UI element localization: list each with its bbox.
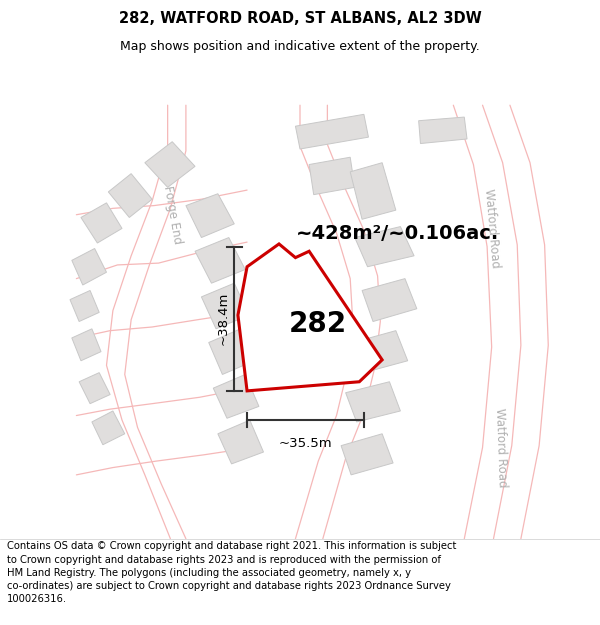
Polygon shape <box>72 329 101 361</box>
Text: ~35.5m: ~35.5m <box>278 436 332 449</box>
Text: ~428m²/~0.106ac.: ~428m²/~0.106ac. <box>295 224 499 243</box>
Polygon shape <box>238 244 382 391</box>
Polygon shape <box>341 434 393 475</box>
Polygon shape <box>202 283 249 329</box>
Polygon shape <box>81 203 122 243</box>
Polygon shape <box>145 142 195 188</box>
Polygon shape <box>350 162 396 219</box>
Polygon shape <box>353 331 408 372</box>
Polygon shape <box>186 194 234 238</box>
Polygon shape <box>209 329 254 374</box>
Polygon shape <box>72 249 106 285</box>
Text: 282, WATFORD ROAD, ST ALBANS, AL2 3DW: 282, WATFORD ROAD, ST ALBANS, AL2 3DW <box>119 11 481 26</box>
Polygon shape <box>309 158 355 194</box>
Polygon shape <box>213 374 259 418</box>
Polygon shape <box>362 279 417 321</box>
Polygon shape <box>195 238 245 283</box>
Polygon shape <box>70 291 99 321</box>
Text: Forge End: Forge End <box>161 184 184 245</box>
Polygon shape <box>346 382 400 422</box>
Polygon shape <box>295 114 368 149</box>
Text: Watford Road: Watford Road <box>482 188 502 269</box>
Polygon shape <box>218 420 263 464</box>
Text: Map shows position and indicative extent of the property.: Map shows position and indicative extent… <box>120 39 480 52</box>
Text: Contains OS data © Crown copyright and database right 2021. This information is : Contains OS data © Crown copyright and d… <box>7 541 457 604</box>
Polygon shape <box>419 117 467 144</box>
Polygon shape <box>355 227 414 267</box>
Text: Watford Road: Watford Road <box>493 408 509 488</box>
Text: ~38.4m: ~38.4m <box>217 292 230 346</box>
Polygon shape <box>92 411 125 445</box>
Text: 282: 282 <box>289 310 347 338</box>
Polygon shape <box>109 174 152 218</box>
Polygon shape <box>79 372 110 404</box>
